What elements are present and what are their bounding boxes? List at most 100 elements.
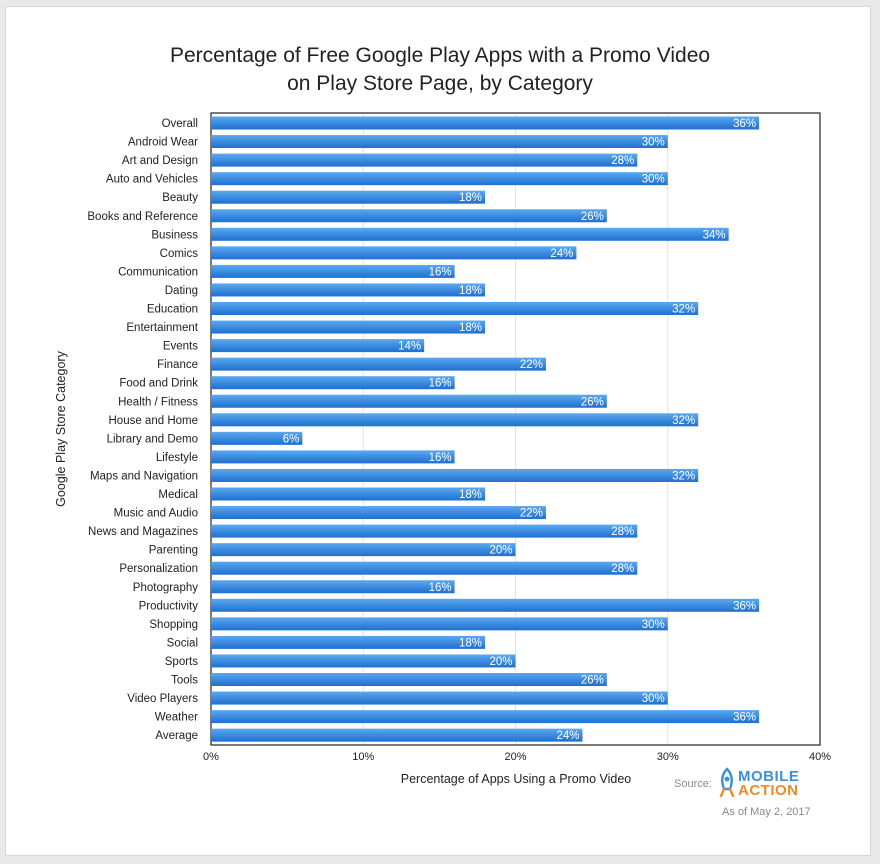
bar xyxy=(211,673,607,686)
bar xyxy=(211,561,638,575)
bar xyxy=(211,320,486,334)
data-label: 18% xyxy=(459,637,482,649)
data-label: 28% xyxy=(611,155,634,167)
category-label: Music and Audio xyxy=(114,508,198,520)
bar xyxy=(211,617,668,631)
category-label: Entertainment xyxy=(126,322,198,334)
as-of-date: As of May 2, 2017 xyxy=(722,806,811,818)
category-label: Overall xyxy=(162,118,198,130)
bar xyxy=(211,580,455,594)
x-tick-label: 20% xyxy=(504,751,526,763)
bar xyxy=(211,431,303,445)
rocket-logo-icon xyxy=(719,767,735,798)
category-label: Average xyxy=(155,730,198,742)
logo-text-action: ACTION xyxy=(738,782,799,799)
category-label: Beauty xyxy=(162,192,198,204)
bar xyxy=(211,654,516,668)
data-label: 16% xyxy=(429,452,452,464)
category-label: Parenting xyxy=(149,545,198,557)
data-label: 18% xyxy=(459,489,482,501)
data-label: 18% xyxy=(459,285,482,297)
bar xyxy=(211,728,583,742)
data-label: 22% xyxy=(520,359,543,371)
data-label: 32% xyxy=(672,304,695,316)
category-label: Social xyxy=(167,637,198,649)
bar xyxy=(211,524,638,538)
bar xyxy=(211,376,455,390)
data-label: 16% xyxy=(429,582,452,594)
category-label: Android Wear xyxy=(128,137,198,149)
y-axis-label: Google Play Store Category xyxy=(54,350,68,506)
data-label: 18% xyxy=(459,192,482,204)
category-label: Food and Drink xyxy=(119,378,198,390)
category-label: Productivity xyxy=(139,600,199,612)
bar xyxy=(211,116,760,130)
category-label: Finance xyxy=(157,359,198,371)
category-label: Business xyxy=(151,229,198,241)
bar xyxy=(211,190,486,204)
category-label: Dating xyxy=(165,285,198,297)
data-label: 20% xyxy=(489,545,512,557)
category-label: Tools xyxy=(171,675,198,687)
data-label: 32% xyxy=(672,470,695,482)
data-label: 26% xyxy=(581,396,604,408)
bar xyxy=(211,710,760,724)
data-label: 24% xyxy=(550,248,573,260)
data-label: 18% xyxy=(459,322,482,334)
data-label: 36% xyxy=(733,712,756,724)
data-label: 34% xyxy=(703,229,726,241)
category-label: Weather xyxy=(155,712,198,724)
bar xyxy=(211,506,546,520)
bar xyxy=(211,691,668,705)
bar xyxy=(211,264,455,278)
data-label: 16% xyxy=(429,266,452,278)
category-label: Photography xyxy=(133,582,198,594)
category-label: Comics xyxy=(160,248,199,260)
x-axis-label: Percentage of Apps Using a Promo Video xyxy=(401,772,632,786)
bar xyxy=(211,246,577,260)
category-label: Books and Reference xyxy=(87,211,198,223)
category-label: Communication xyxy=(118,266,198,278)
source-label: Source: xyxy=(674,778,712,790)
category-label: Maps and Navigation xyxy=(90,470,198,482)
category-label: Events xyxy=(163,341,198,353)
category-label: Sports xyxy=(165,656,198,668)
bar xyxy=(211,450,455,464)
data-label: 20% xyxy=(489,656,512,668)
bar xyxy=(211,172,668,186)
category-label: Video Players xyxy=(127,693,198,705)
data-label: 28% xyxy=(611,526,634,538)
bar xyxy=(211,543,516,557)
data-label: 28% xyxy=(611,563,634,575)
chart-title: Percentage of Free Google Play Apps with… xyxy=(169,44,711,95)
bar xyxy=(211,598,760,612)
data-label: 22% xyxy=(520,508,543,520)
data-label: 6% xyxy=(283,433,300,445)
category-label: Library and Demo xyxy=(107,433,198,445)
bar xyxy=(211,357,546,371)
data-label: 30% xyxy=(642,693,665,705)
data-label: 30% xyxy=(642,137,665,149)
bar xyxy=(211,283,486,297)
bar xyxy=(211,153,638,167)
category-label: Health / Fitness xyxy=(118,396,198,408)
x-tick-label: 0% xyxy=(203,751,219,763)
data-label: 36% xyxy=(733,118,756,130)
bar xyxy=(211,302,699,315)
bar xyxy=(211,135,668,149)
bar xyxy=(211,487,486,501)
plot-frame xyxy=(210,112,821,746)
data-label: 32% xyxy=(672,415,695,427)
x-tick-label: 30% xyxy=(657,751,679,763)
category-label: House and Home xyxy=(109,415,199,427)
category-label: Lifestyle xyxy=(156,452,198,464)
bar xyxy=(211,209,607,223)
data-label: 30% xyxy=(642,619,665,631)
category-label: Education xyxy=(147,304,198,316)
x-tick-label: 40% xyxy=(809,751,831,763)
category-label: Art and Design xyxy=(122,155,198,167)
x-tick-label: 10% xyxy=(352,751,374,763)
data-label: 14% xyxy=(398,341,421,353)
category-label: Shopping xyxy=(149,619,198,631)
data-label: 36% xyxy=(733,600,756,612)
